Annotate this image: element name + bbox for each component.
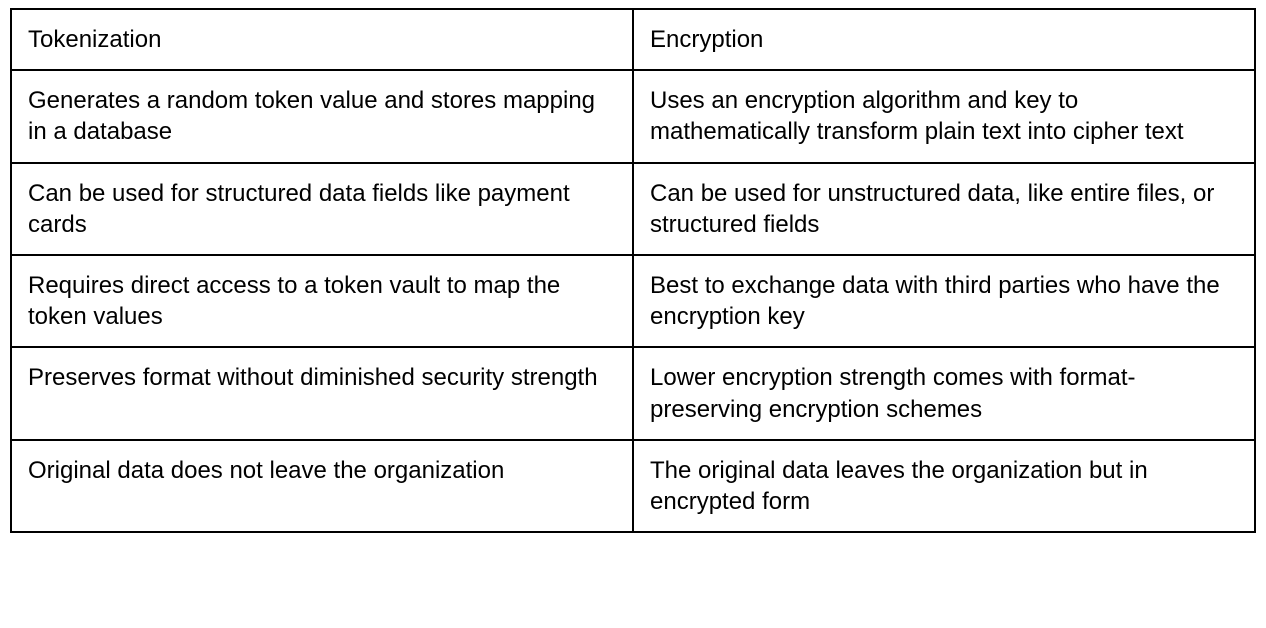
cell-encryption: Best to exchange data with third parties… bbox=[633, 255, 1255, 347]
header-encryption: Encryption bbox=[633, 9, 1255, 70]
table-row: Preserves format without diminished secu… bbox=[11, 347, 1255, 439]
cell-tokenization: Requires direct access to a token vault … bbox=[11, 255, 633, 347]
table-row: Tokenization Encryption bbox=[11, 9, 1255, 70]
cell-encryption: The original data leaves the organizatio… bbox=[633, 440, 1255, 532]
cell-encryption: Uses an encryption algorithm and key to … bbox=[633, 70, 1255, 162]
cell-tokenization: Can be used for structured data fields l… bbox=[11, 163, 633, 255]
cell-tokenization: Preserves format without diminished secu… bbox=[11, 347, 633, 439]
cell-tokenization: Generates a random token value and store… bbox=[11, 70, 633, 162]
table-row: Can be used for structured data fields l… bbox=[11, 163, 1255, 255]
table-row: Generates a random token value and store… bbox=[11, 70, 1255, 162]
comparison-table: Tokenization Encryption Generates a rand… bbox=[10, 8, 1256, 533]
header-tokenization: Tokenization bbox=[11, 9, 633, 70]
cell-encryption: Lower encryption strength comes with for… bbox=[633, 347, 1255, 439]
table-row: Requires direct access to a token vault … bbox=[11, 255, 1255, 347]
table-row: Original data does not leave the organiz… bbox=[11, 440, 1255, 532]
cell-tokenization: Original data does not leave the organiz… bbox=[11, 440, 633, 532]
cell-encryption: Can be used for unstructured data, like … bbox=[633, 163, 1255, 255]
